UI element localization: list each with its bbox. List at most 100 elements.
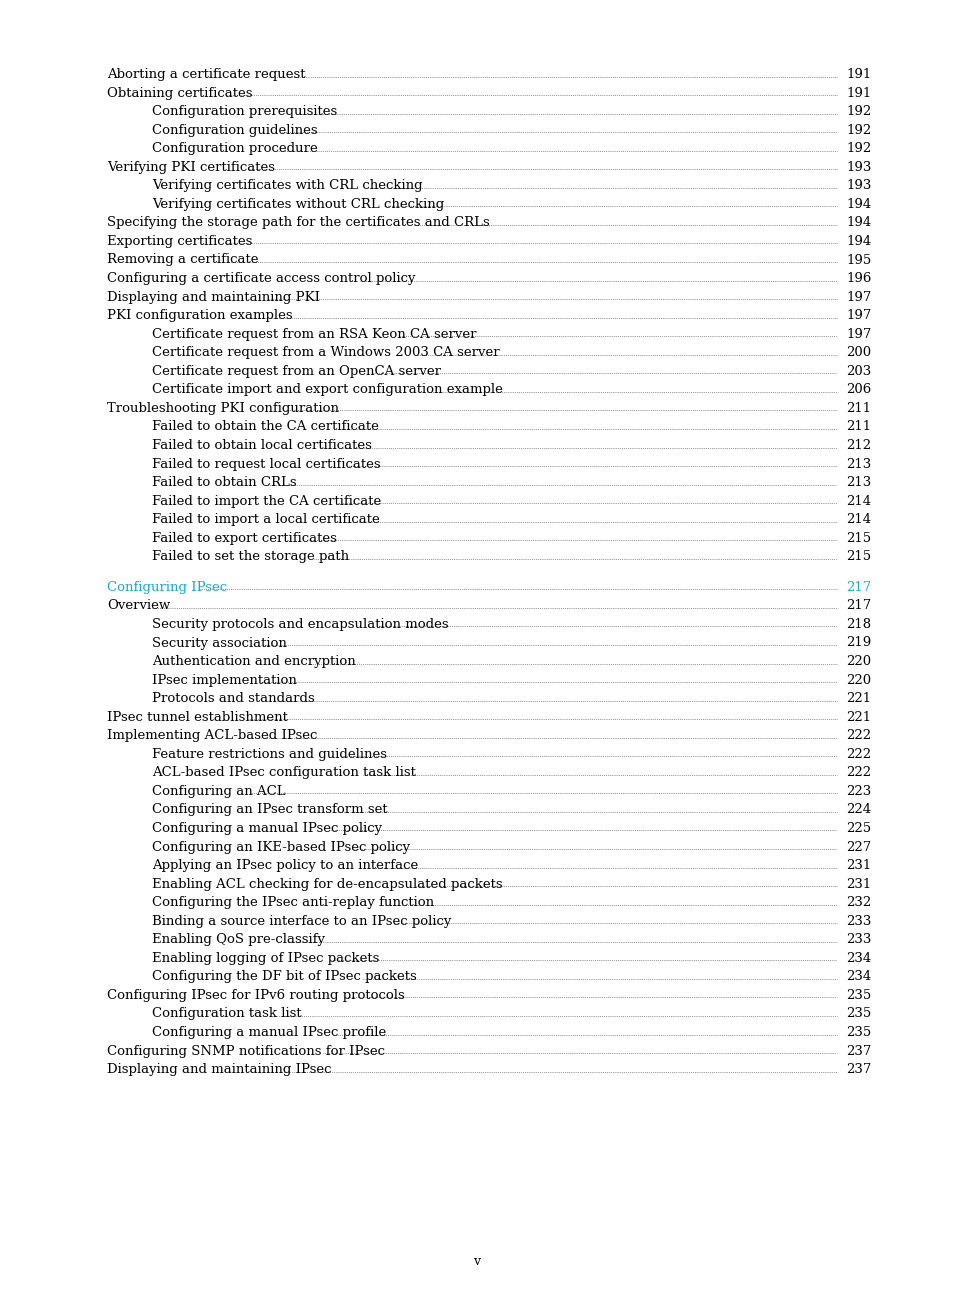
Text: 221: 221 [845,692,870,705]
Text: 237: 237 [845,1045,870,1058]
Text: 196: 196 [845,272,870,285]
Text: 197: 197 [845,290,870,303]
Text: Certificate request from an OpenCA server: Certificate request from an OpenCA serve… [152,364,440,378]
Text: Configuring IPsec: Configuring IPsec [107,581,227,594]
Text: Troubleshooting PKI configuration: Troubleshooting PKI configuration [107,402,338,415]
Text: Protocols and standards: Protocols and standards [152,692,314,705]
Text: Removing a certificate: Removing a certificate [107,254,258,267]
Text: 191: 191 [845,87,870,100]
Text: 235: 235 [845,989,870,1002]
Text: 194: 194 [845,235,870,248]
Text: Configuration task list: Configuration task list [152,1007,301,1020]
Text: Authentication and encryption: Authentication and encryption [152,654,355,667]
Text: 200: 200 [845,346,870,359]
Text: 197: 197 [845,328,870,341]
Text: Failed to import a local certificate: Failed to import a local certificate [152,513,379,526]
Text: Configuring SNMP notifications for IPsec: Configuring SNMP notifications for IPsec [107,1045,385,1058]
Text: 221: 221 [845,710,870,723]
Text: Displaying and maintaining PKI: Displaying and maintaining PKI [107,290,319,303]
Text: ACL-based IPsec configuration task list: ACL-based IPsec configuration task list [152,766,416,779]
Text: Verifying certificates without CRL checking: Verifying certificates without CRL check… [152,198,444,211]
Text: IPsec tunnel establishment: IPsec tunnel establishment [107,710,288,723]
Text: Failed to obtain local certificates: Failed to obtain local certificates [152,439,372,452]
Text: 222: 222 [845,766,870,779]
Text: 193: 193 [845,161,870,174]
Text: 233: 233 [845,933,870,946]
Text: 234: 234 [845,951,870,964]
Text: 218: 218 [845,618,870,631]
Text: 217: 217 [845,600,870,613]
Text: 192: 192 [845,143,870,156]
Text: 191: 191 [845,67,870,80]
Text: 219: 219 [845,636,870,649]
Text: 220: 220 [845,654,870,667]
Text: Verifying certificates with CRL checking: Verifying certificates with CRL checking [152,179,422,192]
Text: 211: 211 [845,402,870,415]
Text: v: v [473,1255,480,1267]
Text: Configuring an ACL: Configuring an ACL [152,785,285,798]
Text: Configuration procedure: Configuration procedure [152,143,317,156]
Text: PKI configuration examples: PKI configuration examples [107,310,293,323]
Text: Enabling ACL checking for de-encapsulated packets: Enabling ACL checking for de-encapsulate… [152,877,502,890]
Text: 235: 235 [845,1026,870,1039]
Text: Specifying the storage path for the certificates and CRLs: Specifying the storage path for the cert… [107,216,489,229]
Text: 215: 215 [845,531,870,544]
Text: Configuring a manual IPsec policy: Configuring a manual IPsec policy [152,822,382,835]
Text: Enabling QoS pre-classify: Enabling QoS pre-classify [152,933,325,946]
Text: Configuring a certificate access control policy: Configuring a certificate access control… [107,272,416,285]
Text: 217: 217 [845,581,870,594]
Text: 220: 220 [845,674,870,687]
Text: 232: 232 [845,897,870,910]
Text: Overview: Overview [107,600,170,613]
Text: Configuring IPsec for IPv6 routing protocols: Configuring IPsec for IPv6 routing proto… [107,989,404,1002]
Text: 193: 193 [845,179,870,192]
Text: 213: 213 [845,476,870,489]
Text: Configuration guidelines: Configuration guidelines [152,123,317,136]
Text: Failed to export certificates: Failed to export certificates [152,531,336,544]
Text: 212: 212 [845,439,870,452]
Text: 206: 206 [845,384,870,397]
Text: 225: 225 [845,822,870,835]
Text: Certificate request from an RSA Keon CA server: Certificate request from an RSA Keon CA … [152,328,476,341]
Text: Feature restrictions and guidelines: Feature restrictions and guidelines [152,748,387,761]
Text: Exporting certificates: Exporting certificates [107,235,253,248]
Text: Implementing ACL-based IPsec: Implementing ACL-based IPsec [107,730,317,743]
Text: 222: 222 [845,730,870,743]
Text: 235: 235 [845,1007,870,1020]
Text: Failed to obtain the CA certificate: Failed to obtain the CA certificate [152,420,378,433]
Text: 195: 195 [845,254,870,267]
Text: 214: 214 [845,513,870,526]
Text: Configuring an IKE-based IPsec policy: Configuring an IKE-based IPsec policy [152,841,410,854]
Text: Configuring the IPsec anti-replay function: Configuring the IPsec anti-replay functi… [152,897,434,910]
Text: IPsec implementation: IPsec implementation [152,674,296,687]
Text: Configuration prerequisites: Configuration prerequisites [152,105,337,118]
Text: Displaying and maintaining IPsec: Displaying and maintaining IPsec [107,1063,331,1076]
Text: Certificate request from a Windows 2003 CA server: Certificate request from a Windows 2003 … [152,346,499,359]
Text: 214: 214 [845,495,870,508]
Text: Failed to obtain CRLs: Failed to obtain CRLs [152,476,296,489]
Text: 227: 227 [845,841,870,854]
Text: Aborting a certificate request: Aborting a certificate request [107,67,305,80]
Text: 194: 194 [845,216,870,229]
Text: Failed to set the storage path: Failed to set the storage path [152,551,349,564]
Text: 211: 211 [845,420,870,433]
Text: 233: 233 [845,915,870,928]
Text: Security association: Security association [152,636,287,649]
Text: 234: 234 [845,971,870,984]
Text: 224: 224 [845,804,870,816]
Text: Configuring the DF bit of IPsec packets: Configuring the DF bit of IPsec packets [152,971,416,984]
Text: 213: 213 [845,457,870,470]
Text: Failed to import the CA certificate: Failed to import the CA certificate [152,495,381,508]
Text: Security protocols and encapsulation modes: Security protocols and encapsulation mod… [152,618,448,631]
Text: 192: 192 [845,105,870,118]
Text: 237: 237 [845,1063,870,1076]
Text: Binding a source interface to an IPsec policy: Binding a source interface to an IPsec p… [152,915,451,928]
Text: 194: 194 [845,198,870,211]
Text: Applying an IPsec policy to an interface: Applying an IPsec policy to an interface [152,859,417,872]
Text: Configuring an IPsec transform set: Configuring an IPsec transform set [152,804,387,816]
Text: Verifying PKI certificates: Verifying PKI certificates [107,161,274,174]
Text: Obtaining certificates: Obtaining certificates [107,87,253,100]
Text: 223: 223 [845,785,870,798]
Text: Configuring a manual IPsec profile: Configuring a manual IPsec profile [152,1026,386,1039]
Text: 215: 215 [845,551,870,564]
